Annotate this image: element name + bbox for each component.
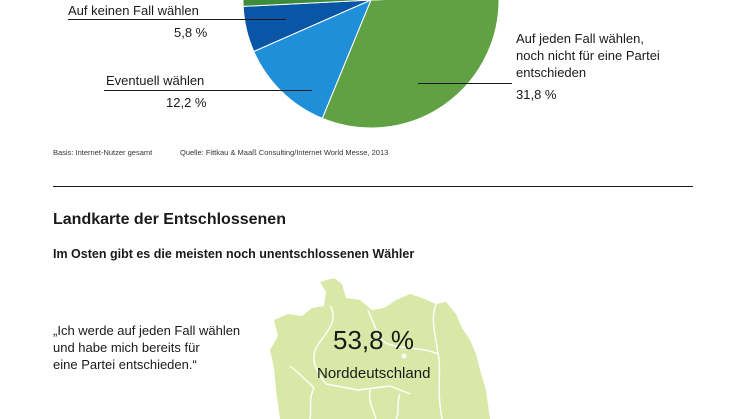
pie-chart — [242, 0, 500, 129]
section-title: Landkarte der Entschlossenen — [53, 211, 286, 228]
pie-slice-3 — [321, 0, 500, 129]
quote-line-3: eine Partei entschieden.“ — [53, 357, 197, 372]
pie-slices — [242, 0, 500, 129]
section-subtitle: Im Osten gibt es die meisten noch unents… — [53, 247, 415, 261]
map-city-dot — [401, 353, 407, 359]
label-auf-keinen-fall: Auf keinen Fall wählen — [68, 3, 199, 18]
map-borders — [289, 303, 443, 419]
quote-line-2: und habe mich bereits für — [53, 340, 200, 355]
label-auf-jeden-fall-line2: noch nicht für eine Partei — [516, 48, 660, 63]
value-auf-jeden-fall: 31,8 % — [516, 87, 557, 102]
label-eventuell-waehlen: Eventuell wählen — [106, 73, 205, 88]
label-auf-jeden-fall-line3: entschieden — [516, 65, 587, 80]
map-region-label: Norddeutschland — [317, 365, 431, 382]
footnote-quelle: Quelle: Fittkau & Maaß Consulting/Intern… — [180, 148, 389, 157]
pie-slice-4 — [242, 0, 385, 7]
value-auf-keinen-fall: 5,8 % — [174, 25, 208, 40]
germany-map — [270, 278, 490, 419]
leader-line-keinen — [68, 19, 286, 20]
footnote-basis: Basis: Internet-Nutzer gesamt — [53, 148, 153, 157]
leader-line-eventuell — [104, 90, 312, 91]
pie-slice-2 — [253, 0, 372, 120]
leader-line-jeden — [418, 83, 512, 84]
map-value: 53,8 % — [333, 325, 414, 355]
section-divider — [53, 186, 693, 187]
value-eventuell-waehlen: 12,2 % — [166, 95, 207, 110]
label-auf-jeden-fall-line1: Auf jeden Fall wählen, — [516, 31, 644, 46]
quote-line-1: „Ich werde auf jeden Fall wählen — [53, 323, 241, 338]
